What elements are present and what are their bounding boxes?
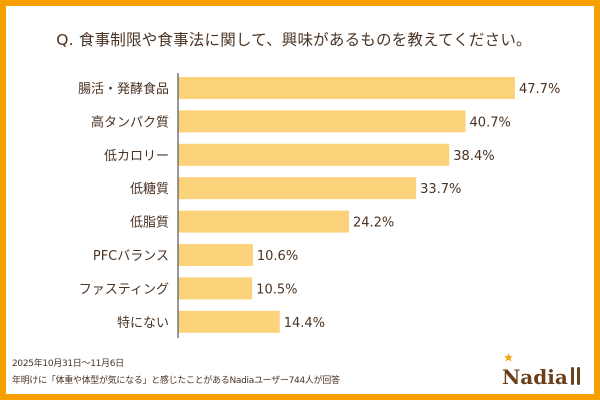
bar	[178, 244, 253, 266]
data-label: 10.5%	[256, 282, 297, 297]
category-label: 高タンパク質	[91, 114, 169, 130]
bar	[178, 210, 349, 233]
data-label: 14.4%	[284, 316, 325, 331]
category-label: 低糖質	[130, 181, 169, 197]
data-label: 38.4%	[453, 149, 494, 164]
star-icon	[504, 353, 513, 362]
bar	[178, 177, 417, 200]
data-label: 24.2%	[353, 216, 394, 231]
data-label: 10.6%	[257, 249, 298, 264]
bar	[178, 277, 253, 300]
category-label: 低カロリー	[104, 149, 169, 164]
data-label: 47.7%	[519, 82, 560, 97]
data-label: 33.7%	[420, 182, 461, 197]
chart-title: Q. 食事制限や食事法に関して、興味があるものを教えてください。	[56, 31, 532, 49]
nadia-logo: Nadia	[502, 353, 582, 389]
bar	[178, 110, 466, 133]
category-label: 低脂質	[130, 216, 169, 231]
logo-text: Nadia	[502, 365, 568, 389]
category-label: PFCバランス	[93, 249, 169, 264]
data-label: 40.7%	[470, 115, 511, 130]
category-label: 腸活・発酵食品	[78, 81, 169, 97]
survey-note: 年明けに「体重や体型が気になる」と感じたことがあるNadiaユーザー744人が回…	[12, 376, 340, 386]
category-label: 特にない	[117, 316, 169, 331]
category-label: ファスティング	[79, 282, 169, 297]
bar	[178, 310, 280, 333]
fork-icon	[570, 367, 580, 385]
survey-date: 2025年10月31日〜11月6日	[12, 359, 124, 369]
bar	[178, 77, 515, 99]
bar	[178, 143, 450, 166]
